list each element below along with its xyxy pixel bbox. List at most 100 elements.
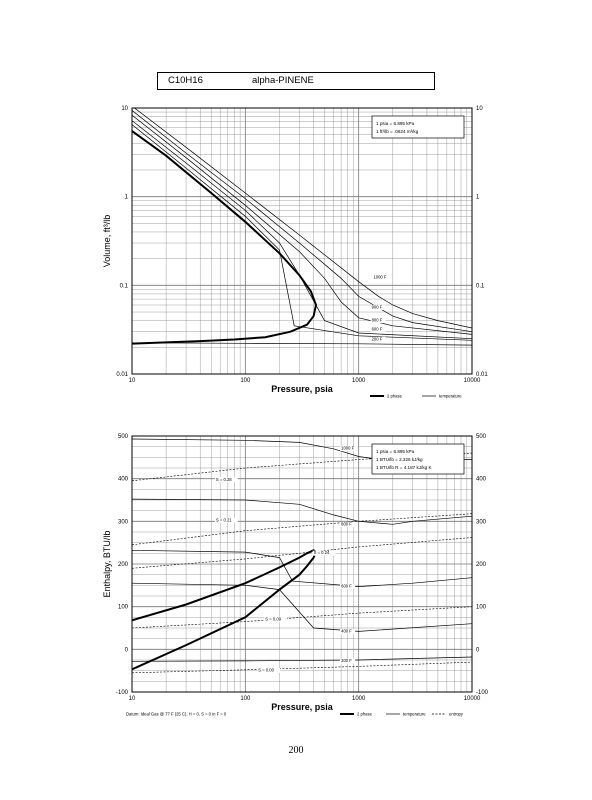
- y-tick-label: 200: [118, 562, 129, 568]
- curve-label-bg: [214, 517, 238, 523]
- isotherm-line: [132, 498, 472, 525]
- curve-label: 900 F: [372, 304, 383, 309]
- curve-label: 800 F: [372, 318, 383, 323]
- x-tick-label: 10000: [464, 378, 481, 384]
- y-tick-label-right: -100: [476, 690, 489, 696]
- isotherm-line: [132, 656, 472, 662]
- y-tick-label-right: 500: [476, 434, 487, 440]
- curve-label: S = 0.28: [216, 477, 232, 482]
- isotherm-line: [132, 124, 472, 341]
- legend-label: temperature: [403, 712, 426, 717]
- isotherm-line: [133, 108, 472, 329]
- conversion-note-line: 1 BTU/lb = 2.326 kJ/kg: [376, 457, 423, 462]
- y-tick-label: 10: [121, 106, 128, 112]
- grid: [132, 108, 472, 374]
- plot-area: [132, 108, 472, 346]
- curve-label: 200 F: [341, 658, 352, 663]
- x-tick-label: 1000: [352, 696, 366, 702]
- curve-label-bg: [372, 274, 391, 280]
- curve-label: S = 0.21: [216, 517, 232, 522]
- isotherm-line: [132, 549, 472, 587]
- chart-1: 10 100 1000 100001010.10.011010.10.01Pressu…: [102, 106, 488, 399]
- y-tick-label: -100: [116, 690, 129, 696]
- x-tick-label: 1000: [352, 378, 366, 384]
- datum-footnote: Datum: Ideal Gas @ 77 F (25 C), H = 0, S…: [126, 712, 227, 717]
- plot-frame: [131, 435, 473, 693]
- curve-label-bg: [312, 550, 336, 556]
- curve-label: 600 F: [372, 326, 383, 331]
- page-number: 200: [288, 745, 304, 756]
- x-axis-label: Pressure, psia: [271, 384, 334, 394]
- curve-label-bg: [340, 628, 356, 634]
- curve-label-bg: [340, 658, 356, 664]
- conversion-note-line: 1 BTU/lb R = 4.187 kJ/kg K: [376, 465, 432, 470]
- x-tick-label: 100: [240, 378, 251, 384]
- conversion-note-line: 1 psia = 6.895 kPa: [376, 121, 415, 126]
- grid: [132, 436, 472, 692]
- legend-label: entropy: [449, 712, 464, 717]
- curve-label-bg: [370, 336, 386, 342]
- y-tick-label-right: 0: [476, 647, 480, 653]
- y-tick-label: 300: [118, 519, 129, 525]
- legend-label: 2 phase: [387, 394, 403, 399]
- curve-label: 400 F: [341, 628, 352, 633]
- curve-label-bg: [264, 616, 288, 622]
- isotherm-line: [132, 114, 472, 335]
- x-tick-label: 10000: [464, 696, 481, 702]
- conversion-note-line: 1 psia = 6.895 kPa: [376, 449, 415, 454]
- chart-2: 10 100 1000 100005004003002001000-100500400…: [102, 434, 489, 717]
- curve-label: 800 F: [341, 522, 352, 527]
- y-tick-label-right: 10: [476, 106, 483, 112]
- y-tick-label-right: 1: [476, 195, 480, 201]
- y-tick-label-right: 0.01: [476, 372, 488, 378]
- y-tick-label: 400: [118, 477, 129, 483]
- curve-label: 1000 F: [341, 446, 354, 451]
- curve-label-bg: [340, 583, 356, 589]
- x-tick-label: 100: [240, 696, 251, 702]
- y-axis-label: Enthalpy, BTU/lb: [102, 531, 112, 598]
- y-tick-label: 1: [125, 195, 129, 201]
- x-tick-label: 10: [129, 696, 136, 702]
- chemical-name: alpha-PINENE: [252, 75, 314, 86]
- plot-frame: [131, 107, 473, 375]
- curve-label: S = 0.09: [265, 616, 281, 621]
- isotherm-line: [132, 582, 472, 632]
- curve-label: 1000 F: [373, 274, 386, 279]
- curve-label-bg: [340, 522, 356, 528]
- y-tick-label: 100: [118, 605, 129, 611]
- curve-label: S = 0.00: [258, 668, 274, 673]
- chemical-formula: C10H16: [168, 75, 203, 86]
- isotherm-line: [132, 120, 472, 340]
- y-tick-label: 0.01: [116, 372, 128, 378]
- curve-label-bg: [214, 477, 238, 483]
- curve-label-bg: [370, 318, 386, 324]
- conversion-note-box: [371, 443, 465, 475]
- curve-label: 600 F: [341, 583, 352, 588]
- x-tick-label: 10: [129, 378, 136, 384]
- y-tick-label-right: 300: [476, 519, 487, 525]
- curve-label: S = 0.24: [314, 550, 330, 555]
- curve-label-bg: [257, 668, 281, 674]
- two-phase-curve: [132, 130, 318, 345]
- isentrope-line: [132, 537, 472, 569]
- x-axis-label: Pressure, psia: [271, 702, 334, 712]
- isentrope-line: [132, 513, 472, 546]
- curve-label-bg: [370, 304, 386, 310]
- isotherm-line: [132, 342, 472, 346]
- y-tick-label: 0.1: [120, 283, 129, 289]
- y-tick-label: 500: [118, 434, 129, 440]
- y-tick-label-right: 100: [476, 605, 487, 611]
- chart-title-box: C10H16 alpha-PINENE: [157, 72, 435, 90]
- conversion-note-box: [371, 115, 465, 139]
- y-tick-label-right: 400: [476, 477, 487, 483]
- curve-label-bg: [340, 446, 358, 452]
- isentrope-line: [132, 661, 472, 674]
- curve-label-bg: [370, 326, 386, 332]
- isotherm-line: [132, 110, 472, 333]
- y-tick-label: 0: [125, 647, 129, 653]
- legend-label: 2 phase: [357, 712, 373, 717]
- isentrope-line: [132, 606, 472, 629]
- y-axis-label: Volume, ft³/lb: [102, 215, 112, 268]
- y-tick-label-right: 0.1: [476, 283, 485, 289]
